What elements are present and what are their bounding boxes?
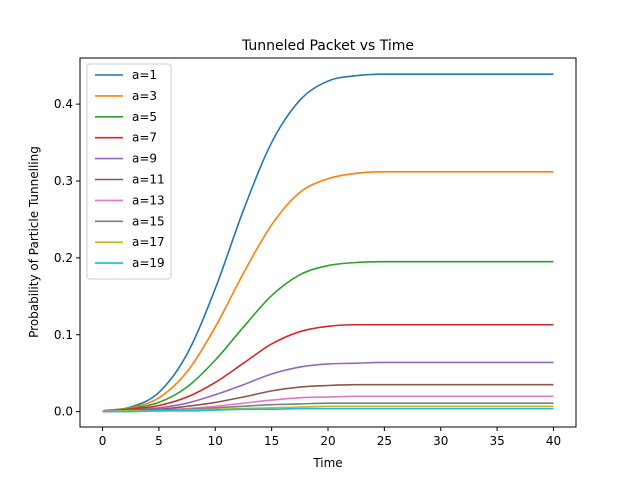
legend-label: a=19 [132,256,165,270]
legend-label: a=7 [132,131,157,145]
legend-label: a=11 [132,173,165,187]
y-tick-label: 0.2 [54,251,73,265]
series-line-a-1 [102,73,554,412]
legend: a=1 a=3 a=5 a=7 a=9 a=11 a=13 a=15 a=17 a=19 [86,63,172,280]
y-axis: 0.0 0.1 0.2 0.3 0.4 [54,97,80,419]
x-tick-label: 30 [433,434,448,448]
chart-title: Tunneled Packet vs Time [241,38,414,54]
series-lines [102,73,554,413]
y-tick-label: 0.4 [54,97,73,111]
x-tick-label: 15 [264,434,279,448]
y-tick-label: 0.0 [54,405,73,419]
series-line-a-7 [102,323,554,412]
legend-label: a=15 [132,214,165,228]
y-tick-label: 0.3 [54,174,73,188]
series-line-a-5 [102,260,554,412]
series-line-a-19 [102,407,554,413]
series-line-a-9 [102,361,554,412]
series-line-a-3 [102,170,554,412]
x-axis: 0 5 10 15 20 25 30 35 40 [99,427,561,448]
x-tick-label: 10 [208,434,223,448]
series-line-a-11 [102,383,554,412]
legend-label: a=17 [132,235,165,249]
legend-label: a=9 [132,152,157,166]
x-tick-label: 35 [489,434,504,448]
legend-box [86,63,172,280]
y-axis-label: Probability of Particle Tunnelling [27,146,41,338]
x-tick-label: 20 [320,434,335,448]
x-tick-label: 0 [99,434,107,448]
legend-label: a=5 [132,110,157,124]
legend-label: a=1 [132,68,157,82]
y-tick-label: 0.1 [54,328,73,342]
x-axis-label: Time [312,456,342,470]
x-tick-label: 25 [377,434,392,448]
x-tick-label: 40 [546,434,561,448]
legend-label: a=3 [132,89,157,103]
x-tick-label: 5 [155,434,163,448]
legend-label: a=13 [132,193,165,207]
